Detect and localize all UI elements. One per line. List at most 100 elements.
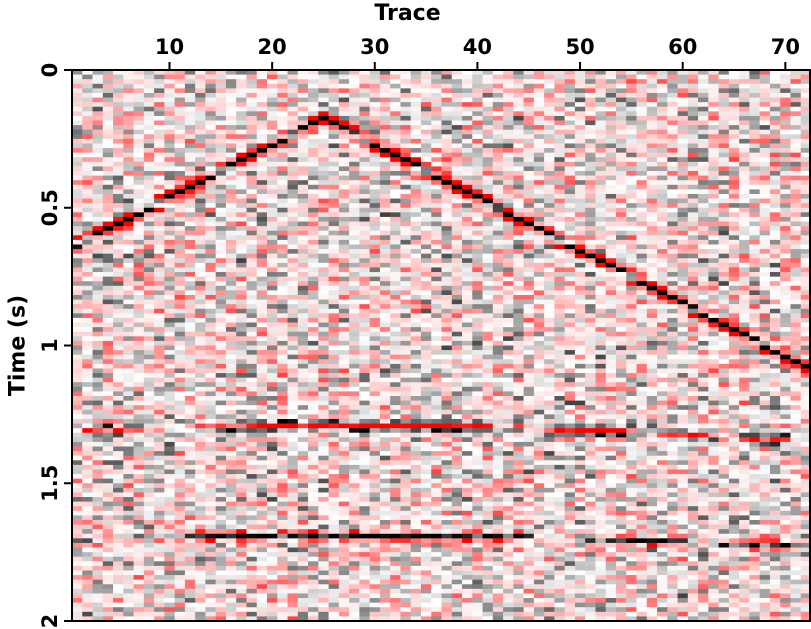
- amplitude-cell: [297, 308, 309, 314]
- amplitude-cell: [482, 446, 494, 452]
- amplitude-cell: [164, 446, 176, 452]
- amplitude-cell: [410, 317, 422, 323]
- amplitude-cell: [133, 239, 145, 245]
- amplitude-cell: [287, 180, 299, 186]
- amplitude-cell: [400, 373, 412, 379]
- amplitude-cell: [154, 377, 165, 383]
- amplitude-cell: [297, 327, 309, 333]
- amplitude-cell: [267, 216, 278, 222]
- amplitude-cell: [297, 143, 309, 149]
- amplitude-cell: [400, 92, 412, 98]
- amplitude-cell: [174, 203, 186, 209]
- amplitude-cell: [102, 538, 114, 544]
- amplitude-cell: [174, 515, 186, 521]
- amplitude-cell: [287, 478, 299, 484]
- amplitude-cell: [174, 148, 186, 154]
- amplitude-cell: [113, 106, 124, 112]
- amplitude-cell: [462, 79, 473, 85]
- amplitude-cell: [308, 313, 319, 319]
- amplitude-cell: [328, 235, 340, 241]
- amplitude-cell: [277, 152, 288, 158]
- amplitude-cell: [225, 455, 237, 461]
- amplitude-cell: [236, 226, 247, 232]
- amplitude-cell: [379, 83, 391, 89]
- amplitude-cell: [72, 226, 83, 232]
- amplitude-cell: [82, 529, 93, 535]
- amplitude-cell: [451, 152, 463, 158]
- amplitude-cell: [236, 437, 247, 443]
- amplitude-cell: [184, 446, 196, 452]
- amplitude-cell: [277, 492, 288, 498]
- amplitude-cell: [92, 368, 104, 374]
- amplitude-cell: [236, 281, 247, 287]
- amplitude-cell: [215, 487, 227, 493]
- amplitude-cell: [143, 216, 155, 222]
- amplitude-cell: [462, 304, 473, 310]
- amplitude-cell: [174, 97, 186, 103]
- amplitude-cell: [318, 515, 329, 521]
- amplitude-cell: [277, 317, 288, 323]
- amplitude-cell: [72, 501, 83, 507]
- amplitude-cell: [338, 157, 350, 163]
- amplitude-cell: [462, 161, 473, 167]
- amplitude-cell: [215, 611, 227, 617]
- amplitude-cell: [431, 524, 442, 530]
- amplitude-cell: [113, 304, 124, 310]
- amplitude-cell: [174, 428, 186, 434]
- amplitude-cell: [123, 350, 134, 356]
- amplitude-cell: [308, 171, 319, 177]
- amplitude-cell: [328, 258, 340, 264]
- amplitude-cell: [225, 423, 237, 429]
- amplitude-cell: [359, 437, 371, 443]
- amplitude-cell: [472, 460, 483, 466]
- amplitude-cell: [431, 598, 442, 604]
- amplitude-cell: [184, 189, 196, 195]
- amplitude-cell: [410, 331, 422, 337]
- amplitude-cell: [277, 368, 288, 374]
- amplitude-cell: [123, 262, 134, 268]
- amplitude-cell: [174, 478, 186, 484]
- amplitude-cell: [133, 281, 145, 287]
- amplitude-cell: [154, 469, 165, 475]
- amplitude-cell: [215, 524, 227, 530]
- amplitude-cell: [267, 363, 278, 369]
- amplitude-cell: [246, 497, 258, 503]
- amplitude-cell: [102, 396, 114, 401]
- amplitude-cell: [359, 216, 371, 222]
- amplitude-cell: [236, 446, 247, 452]
- amplitude-cell: [102, 483, 114, 489]
- amplitude-cell: [369, 294, 381, 300]
- amplitude-cell: [462, 184, 473, 190]
- amplitude-cell: [379, 584, 391, 590]
- amplitude-cell: [328, 267, 340, 273]
- amplitude-cell: [410, 180, 422, 186]
- amplitude-cell: [277, 207, 288, 213]
- amplitude-cell: [143, 373, 155, 379]
- amplitude-cell: [410, 345, 422, 351]
- amplitude-cell: [462, 193, 473, 199]
- amplitude-cell: [472, 368, 483, 374]
- amplitude-cell: [246, 281, 258, 287]
- amplitude-cell: [492, 285, 504, 291]
- amplitude-cell: [143, 478, 155, 484]
- amplitude-cell: [225, 207, 237, 213]
- amplitude-cell: [482, 249, 494, 255]
- amplitude-cell: [102, 83, 114, 89]
- amplitude-cell: [451, 138, 463, 144]
- amplitude-cell: [205, 88, 217, 94]
- amplitude-cell: [390, 611, 401, 617]
- amplitude-cell: [174, 175, 186, 181]
- amplitude-cell: [277, 588, 288, 594]
- amplitude-cell: [113, 515, 124, 521]
- amplitude-cell: [410, 230, 422, 236]
- amplitude-cell: [133, 327, 145, 333]
- amplitude-cell: [113, 359, 124, 365]
- amplitude-cell: [143, 579, 155, 585]
- amplitude-cell: [318, 290, 329, 296]
- amplitude-cell: [225, 74, 237, 80]
- amplitude-cell: [287, 221, 299, 227]
- amplitude-cell: [431, 588, 442, 594]
- amplitude-cell: [267, 230, 278, 236]
- amplitude-cell: [410, 497, 422, 503]
- amplitude-cell: [318, 180, 329, 186]
